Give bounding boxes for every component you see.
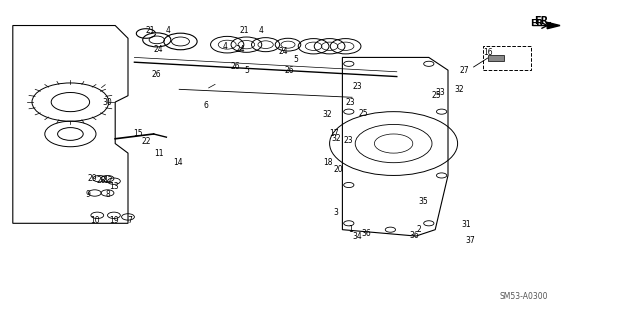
Text: 10: 10 (90, 216, 100, 225)
Text: 26: 26 (284, 66, 294, 75)
Text: 24: 24 (278, 47, 288, 56)
Text: 24: 24 (235, 45, 245, 54)
Text: 6: 6 (204, 101, 209, 110)
Text: 23: 23 (344, 136, 354, 145)
Text: 30: 30 (102, 98, 113, 107)
Polygon shape (547, 22, 560, 29)
Text: 12: 12 (103, 176, 112, 185)
Text: 8: 8 (105, 190, 110, 199)
Bar (488, 55, 504, 61)
Text: 32: 32 (331, 134, 341, 143)
Text: 16: 16 (483, 48, 493, 57)
Text: 24: 24 (154, 45, 164, 54)
Text: 7: 7 (127, 216, 132, 225)
Text: 21: 21 (240, 26, 249, 35)
Text: 27: 27 (459, 66, 469, 75)
Text: 2: 2 (417, 225, 422, 234)
Text: 23: 23 (352, 82, 362, 91)
Text: 4: 4 (259, 26, 264, 35)
Text: 25: 25 (358, 109, 369, 118)
Text: FR.: FR. (534, 16, 552, 26)
Text: 9: 9 (86, 190, 91, 199)
Text: 4: 4 (165, 26, 170, 35)
Text: 17: 17 (329, 130, 339, 138)
Text: 28: 28 (97, 176, 106, 185)
Text: 29: 29 (88, 174, 98, 183)
Text: 33: 33 (435, 88, 445, 97)
Text: 21: 21 (146, 26, 155, 35)
Text: 5: 5 (244, 66, 249, 75)
Bar (483, 46, 531, 70)
Text: 1: 1 (348, 225, 353, 234)
Text: 14: 14 (173, 158, 183, 167)
Text: 26: 26 (152, 70, 162, 79)
Text: 36: 36 (361, 229, 371, 238)
Text: 26: 26 (230, 63, 241, 71)
Text: 32: 32 (454, 85, 465, 94)
Text: 11: 11 (154, 149, 163, 158)
Text: FR.: FR. (530, 19, 547, 28)
Text: 22: 22 (141, 137, 150, 146)
Text: 20: 20 (333, 165, 343, 174)
Text: 13: 13 (109, 182, 119, 191)
Text: 18: 18 (323, 158, 332, 167)
Text: 35: 35 (419, 197, 429, 206)
Text: 34: 34 (352, 232, 362, 241)
Text: 23: 23 (346, 98, 356, 107)
Text: 3: 3 (333, 208, 339, 217)
Text: 5: 5 (293, 55, 298, 63)
Text: 31: 31 (461, 220, 471, 229)
Text: SM53-A0300: SM53-A0300 (499, 293, 548, 301)
Text: 25: 25 (431, 91, 442, 100)
Text: 32: 32 (323, 110, 333, 119)
Text: 36: 36 (410, 231, 420, 240)
Text: 4: 4 (223, 42, 228, 51)
Text: 15: 15 (132, 130, 143, 138)
Text: 19: 19 (109, 216, 119, 225)
Text: 37: 37 (465, 236, 476, 245)
